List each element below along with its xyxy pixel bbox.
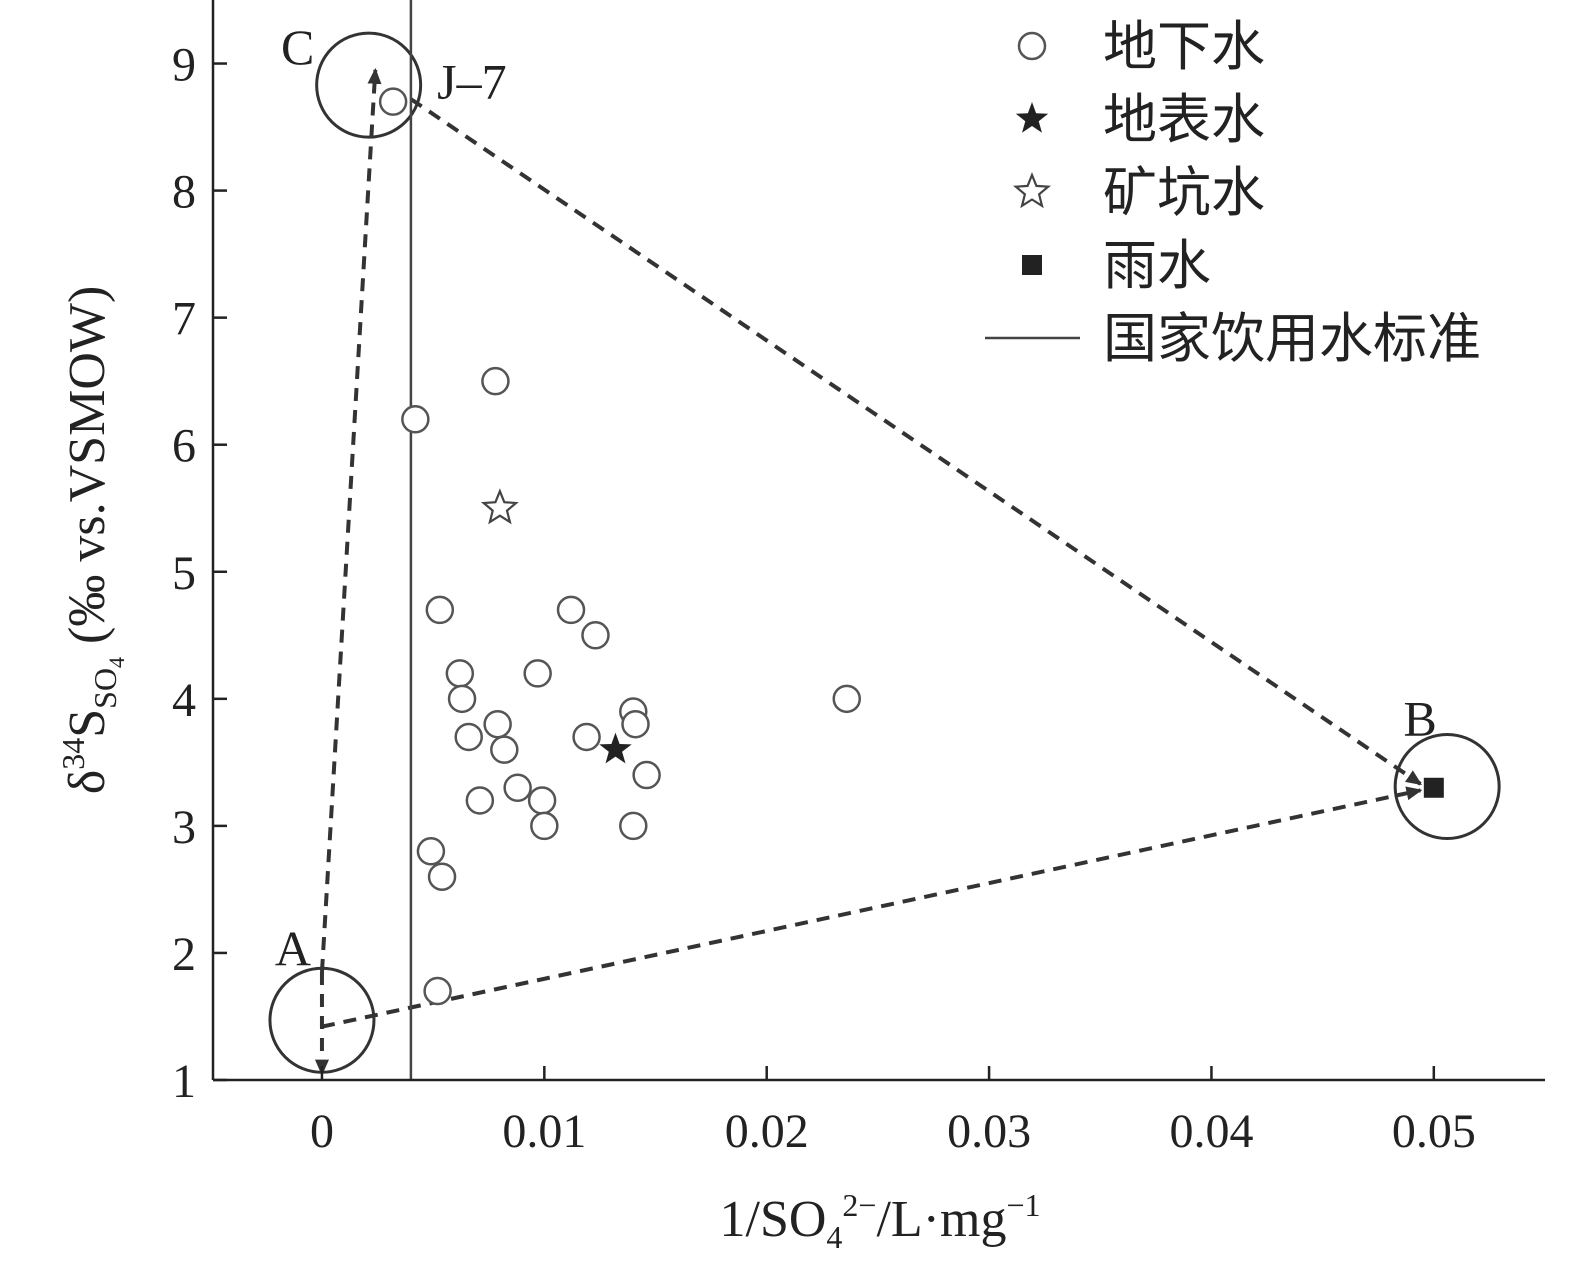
mixing-lines — [314, 67, 1423, 1076]
y-tick-label: 3 — [172, 801, 196, 854]
groundwater-point — [530, 811, 559, 841]
groundwater-point — [581, 621, 610, 650]
legend-label: 地下水 — [1103, 17, 1265, 77]
legend-label: 国家饮用水标准 — [1103, 309, 1481, 369]
x-tick-label: 0.04 — [1169, 1105, 1253, 1158]
groundwater-point — [483, 709, 512, 739]
axis-ticks: 1 2 3 4 5 6 7 8 9 0 0.01 0.02 0.03 0.04 0.05 — [172, 39, 1476, 1158]
groundwater-point — [427, 862, 457, 891]
legend-item: 矿坑水 — [1012, 163, 1265, 223]
groundwater-point — [425, 595, 455, 625]
groundwater-point — [378, 87, 408, 116]
groundwater-point — [621, 709, 650, 739]
x-tick-label: 0.03 — [947, 1105, 1031, 1158]
endmember-label: B — [1403, 690, 1436, 746]
legend-item: 国家饮用水标准 — [985, 309, 1481, 369]
endmember-region-b — [1393, 732, 1501, 840]
x-axis-label: 1/SO42−/L·mg−1 — [720, 1187, 1041, 1255]
x-tick-label: 0.05 — [1392, 1105, 1476, 1158]
endmember-label: C — [281, 19, 314, 75]
x-tick-label: 0.02 — [725, 1105, 809, 1158]
legend-label: 雨水 — [1103, 236, 1211, 296]
groundwater-point — [556, 595, 586, 625]
groundwater-point — [465, 786, 495, 815]
endmember-label: A — [275, 920, 311, 976]
groundwater-point — [454, 722, 483, 752]
legend-item: 雨水 — [1022, 236, 1211, 296]
y-tick-label: 6 — [172, 420, 196, 473]
endmember-region-c — [315, 31, 423, 139]
y-tick-label: 1 — [172, 1055, 196, 1108]
y-tick-label: 5 — [172, 547, 196, 600]
groundwater-point — [401, 405, 430, 434]
mine-water-point — [480, 488, 519, 525]
groundwater-point — [619, 811, 648, 841]
legend-item: 地表水 — [1015, 90, 1265, 150]
groundwater-point — [423, 976, 452, 1006]
y-tick-label: 8 — [172, 166, 196, 219]
groundwater-point — [832, 684, 862, 714]
legend-item: 地下水 — [1017, 17, 1265, 77]
y-axis-label: δ34SSO4 (‰ vs.VSMOW) — [55, 286, 129, 795]
y-tick-label: 9 — [172, 39, 196, 92]
legend-label: 地表水 — [1103, 90, 1265, 150]
legend-marker — [1015, 102, 1049, 133]
groundwater-point — [490, 735, 519, 764]
legend-marker — [1012, 172, 1052, 209]
surface-water-point — [599, 732, 632, 764]
x-tick-label: 0.01 — [502, 1105, 586, 1158]
y-tick-label: 7 — [172, 293, 196, 346]
y-tick-label: 2 — [172, 928, 196, 981]
x-tick-label: 0 — [310, 1105, 334, 1158]
rainwater-point — [1423, 777, 1444, 798]
groundwater-point — [503, 773, 532, 803]
legend-marker — [1022, 255, 1042, 275]
mixing-line — [409, 97, 1423, 786]
groundwater-point — [632, 760, 661, 790]
groundwater-point — [416, 837, 446, 866]
point-annotation: J–7 — [437, 54, 506, 110]
legend-label: 矿坑水 — [1103, 163, 1265, 223]
groundwater-point — [481, 366, 510, 396]
legend-marker — [1017, 31, 1047, 61]
y-tick-label: 4 — [172, 674, 196, 727]
data-points — [378, 87, 1444, 1006]
groundwater-point — [527, 786, 557, 815]
groundwater-point — [572, 722, 601, 752]
groundwater-point — [445, 659, 475, 688]
endmember-regions — [268, 31, 1501, 1074]
chart-annotations: A B C J–7 — [275, 19, 1437, 976]
mixing-line — [319, 67, 382, 973]
mixing-line — [321, 786, 1423, 1029]
groundwater-point — [447, 684, 477, 714]
groundwater-point — [523, 659, 552, 688]
